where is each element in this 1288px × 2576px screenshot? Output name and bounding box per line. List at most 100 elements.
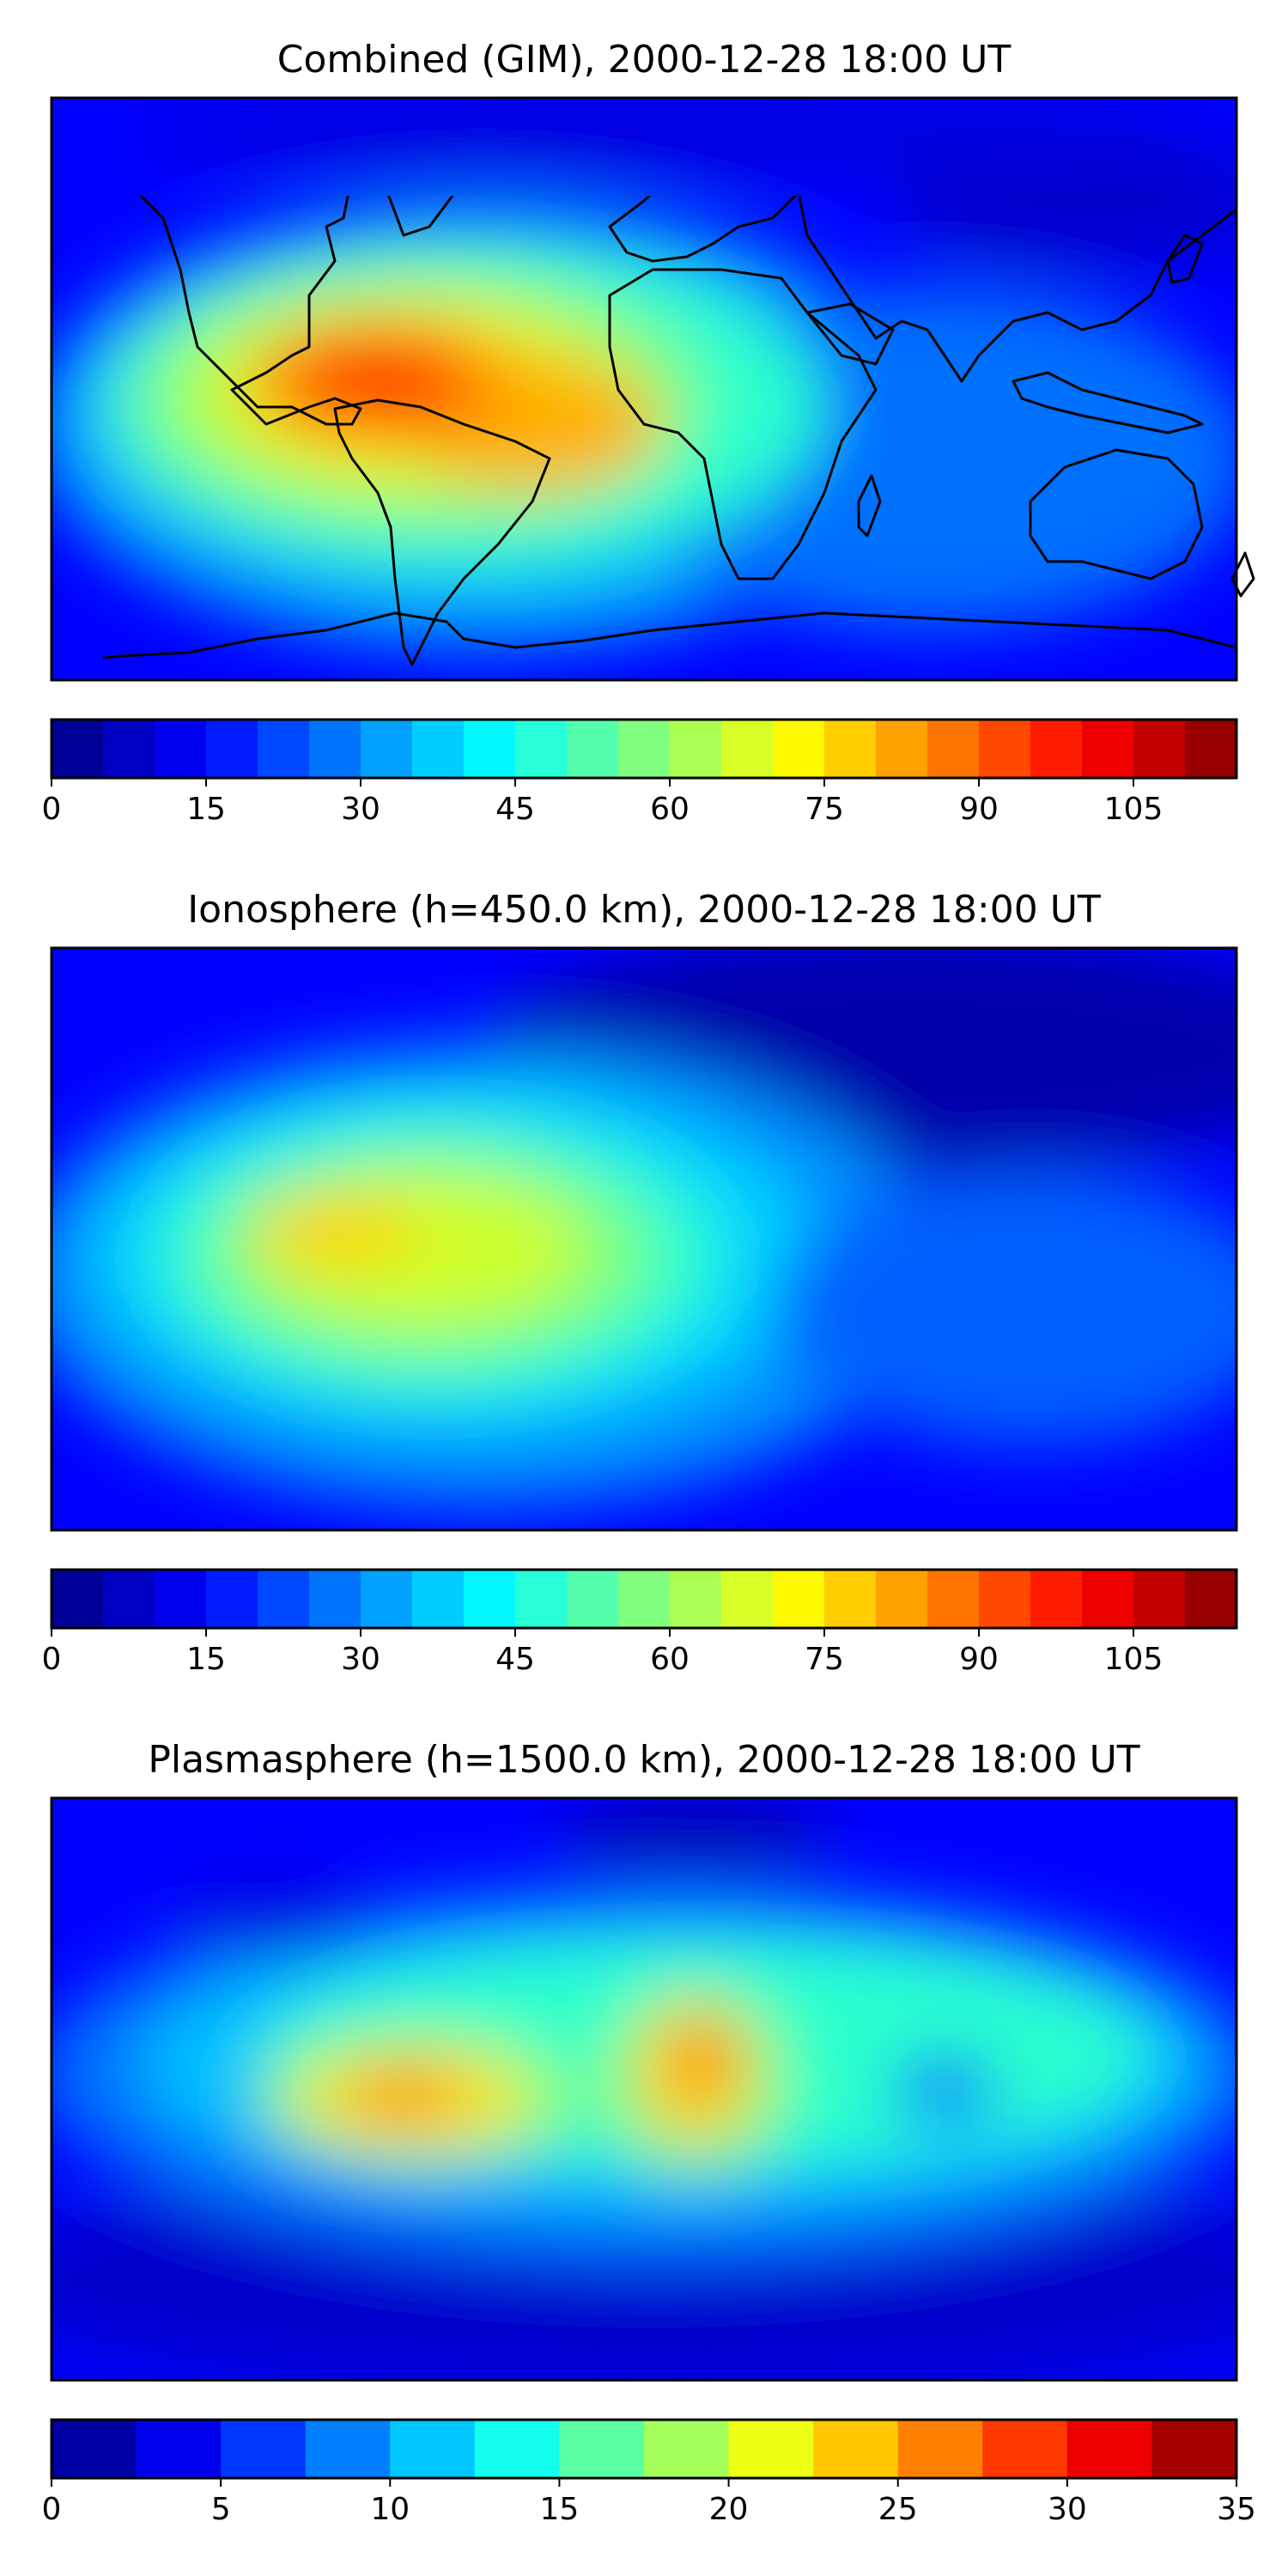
colorbar-tick-label: 30 bbox=[341, 1642, 380, 1677]
colorbar-segment bbox=[309, 1570, 361, 1628]
colorbar-segment bbox=[155, 1570, 207, 1628]
colorbar-segment bbox=[773, 1570, 825, 1628]
colorbar-tick-label: 25 bbox=[878, 2492, 918, 2527]
colorbar-frame bbox=[50, 2418, 1238, 2480]
colorbar-segment bbox=[464, 720, 516, 778]
colorbar-segment bbox=[309, 720, 361, 778]
colorbar-tick-label: 15 bbox=[186, 1642, 226, 1677]
colorbar-tick-label: 45 bbox=[495, 792, 535, 827]
colorbar-segment bbox=[103, 1570, 155, 1628]
map-frame bbox=[50, 1796, 1238, 2382]
colorbar-segment bbox=[412, 1570, 465, 1628]
colorbar-segment bbox=[1133, 1570, 1186, 1628]
colorbar-frame bbox=[50, 1568, 1238, 1630]
colorbar-segment bbox=[559, 2420, 645, 2478]
colorbar-segment bbox=[1185, 1570, 1237, 1628]
colorbar-tick-label: 105 bbox=[1104, 792, 1163, 827]
colorbar-segment bbox=[1066, 2420, 1153, 2478]
colorbar-segment bbox=[670, 1570, 722, 1628]
colorbar-segment bbox=[773, 720, 825, 778]
colorbar-segment bbox=[897, 2420, 983, 2478]
colorbar-tick-label: 0 bbox=[42, 2492, 62, 2527]
chart-title: Ionosphere (h=450.0 km), 2000-12-28 18:0… bbox=[187, 888, 1101, 932]
colorbar-segment bbox=[390, 2420, 476, 2478]
colorbar-segment bbox=[1082, 1570, 1134, 1628]
map-field bbox=[52, 948, 1236, 1530]
colorbar-tick-label: 45 bbox=[495, 1642, 535, 1677]
colorbar-segment bbox=[52, 1570, 104, 1628]
colorbar-tick-label: 75 bbox=[805, 792, 844, 827]
colorbar-segment bbox=[464, 1570, 516, 1628]
colorbar-tick-label: 90 bbox=[959, 1642, 999, 1677]
colorbar-tick-label: 60 bbox=[650, 1642, 690, 1677]
colorbar-tick-label: 20 bbox=[709, 2492, 749, 2527]
colorbar-segment bbox=[221, 2420, 307, 2478]
colorbar-tick-label: 5 bbox=[211, 2492, 231, 2527]
colorbar-tick-label: 35 bbox=[1217, 2492, 1256, 2527]
colorbar-segment bbox=[1030, 1570, 1083, 1628]
colorbar-segment bbox=[361, 1570, 413, 1628]
chart-title: Combined (GIM), 2000-12-28 18:00 UT bbox=[277, 38, 1012, 82]
colorbar-segment bbox=[567, 1570, 619, 1628]
colorbar-segment bbox=[258, 1570, 310, 1628]
chart-panel-plasmasphere: Plasmasphere (h=1500.0 km), 2000-12-28 1… bbox=[42, 1738, 1256, 2527]
colorbar-tick-label: 15 bbox=[186, 792, 226, 827]
colorbar-tick-label: 60 bbox=[650, 792, 690, 827]
colorbar-segment bbox=[136, 2420, 222, 2478]
chart-panel-ionosphere: Ionosphere (h=450.0 km), 2000-12-28 18:0… bbox=[42, 888, 1238, 1677]
colorbar: 0 5 10 15 20 25 30 35 bbox=[42, 2418, 1256, 2527]
colorbar-segment bbox=[361, 720, 413, 778]
colorbar-tick-label: 30 bbox=[341, 792, 380, 827]
colorbar-segment bbox=[728, 2420, 814, 2478]
colorbar: 0 15 30 45 60 75 90 105 bbox=[42, 1568, 1238, 1677]
colorbar-tick-label: 0 bbox=[42, 1642, 62, 1677]
colorbar-segment bbox=[206, 720, 258, 778]
chart-title: Plasmasphere (h=1500.0 km), 2000-12-28 1… bbox=[148, 1738, 1139, 1782]
colorbar-segment bbox=[824, 1570, 877, 1628]
colorbar-segment bbox=[1030, 720, 1083, 778]
colorbar-segment bbox=[52, 720, 104, 778]
colorbar-segment bbox=[824, 720, 877, 778]
colorbar-segment bbox=[515, 1570, 568, 1628]
colorbar-segment bbox=[927, 1570, 980, 1628]
colorbar-segment bbox=[721, 720, 774, 778]
chart-panel-combined: Combined (GIM), 2000-12-28 18:00 UT 0 15 3… bbox=[42, 38, 1238, 827]
colorbar-segment bbox=[52, 2420, 137, 2478]
colorbar-tick-label: 10 bbox=[370, 2492, 410, 2527]
colorbar-segment bbox=[721, 1570, 774, 1628]
colorbar-segment bbox=[258, 720, 310, 778]
colorbar-segment bbox=[1151, 2420, 1237, 2478]
colorbar-segment bbox=[515, 720, 568, 778]
colorbar-segment bbox=[982, 2420, 1068, 2478]
colorbar-segment bbox=[1082, 720, 1134, 778]
colorbar: 0 15 30 45 60 75 90 105 bbox=[42, 718, 1238, 827]
map-field bbox=[52, 1798, 1236, 2380]
colorbar-segment bbox=[474, 2420, 561, 2478]
colorbar-segment bbox=[305, 2420, 391, 2478]
colorbar-tick-label: 75 bbox=[805, 1642, 844, 1677]
colorbar-segment bbox=[1185, 720, 1237, 778]
colorbar-tick-label: 15 bbox=[540, 2492, 580, 2527]
colorbar-segment bbox=[618, 1570, 671, 1628]
colorbar-segment bbox=[876, 720, 928, 778]
map-field bbox=[52, 98, 1236, 680]
colorbar-tick-label: 30 bbox=[1048, 2492, 1087, 2527]
colorbar-segment bbox=[155, 720, 207, 778]
colorbar-frame bbox=[50, 718, 1238, 780]
colorbar-segment bbox=[206, 1570, 258, 1628]
colorbar-segment bbox=[876, 1570, 928, 1628]
map-frame bbox=[50, 96, 1238, 682]
colorbar-segment bbox=[670, 720, 722, 778]
colorbar-tick-label: 90 bbox=[959, 792, 999, 827]
colorbar-segment bbox=[567, 720, 619, 778]
colorbar-segment bbox=[644, 2420, 730, 2478]
colorbar-segment bbox=[103, 720, 155, 778]
colorbar-segment bbox=[813, 2420, 899, 2478]
colorbar-segment bbox=[979, 1570, 1031, 1628]
colorbar-tick-label: 0 bbox=[42, 792, 62, 827]
colorbar-segment bbox=[979, 720, 1031, 778]
colorbar-segment bbox=[1133, 720, 1186, 778]
map-frame bbox=[50, 946, 1238, 1532]
colorbar-segment bbox=[927, 720, 980, 778]
